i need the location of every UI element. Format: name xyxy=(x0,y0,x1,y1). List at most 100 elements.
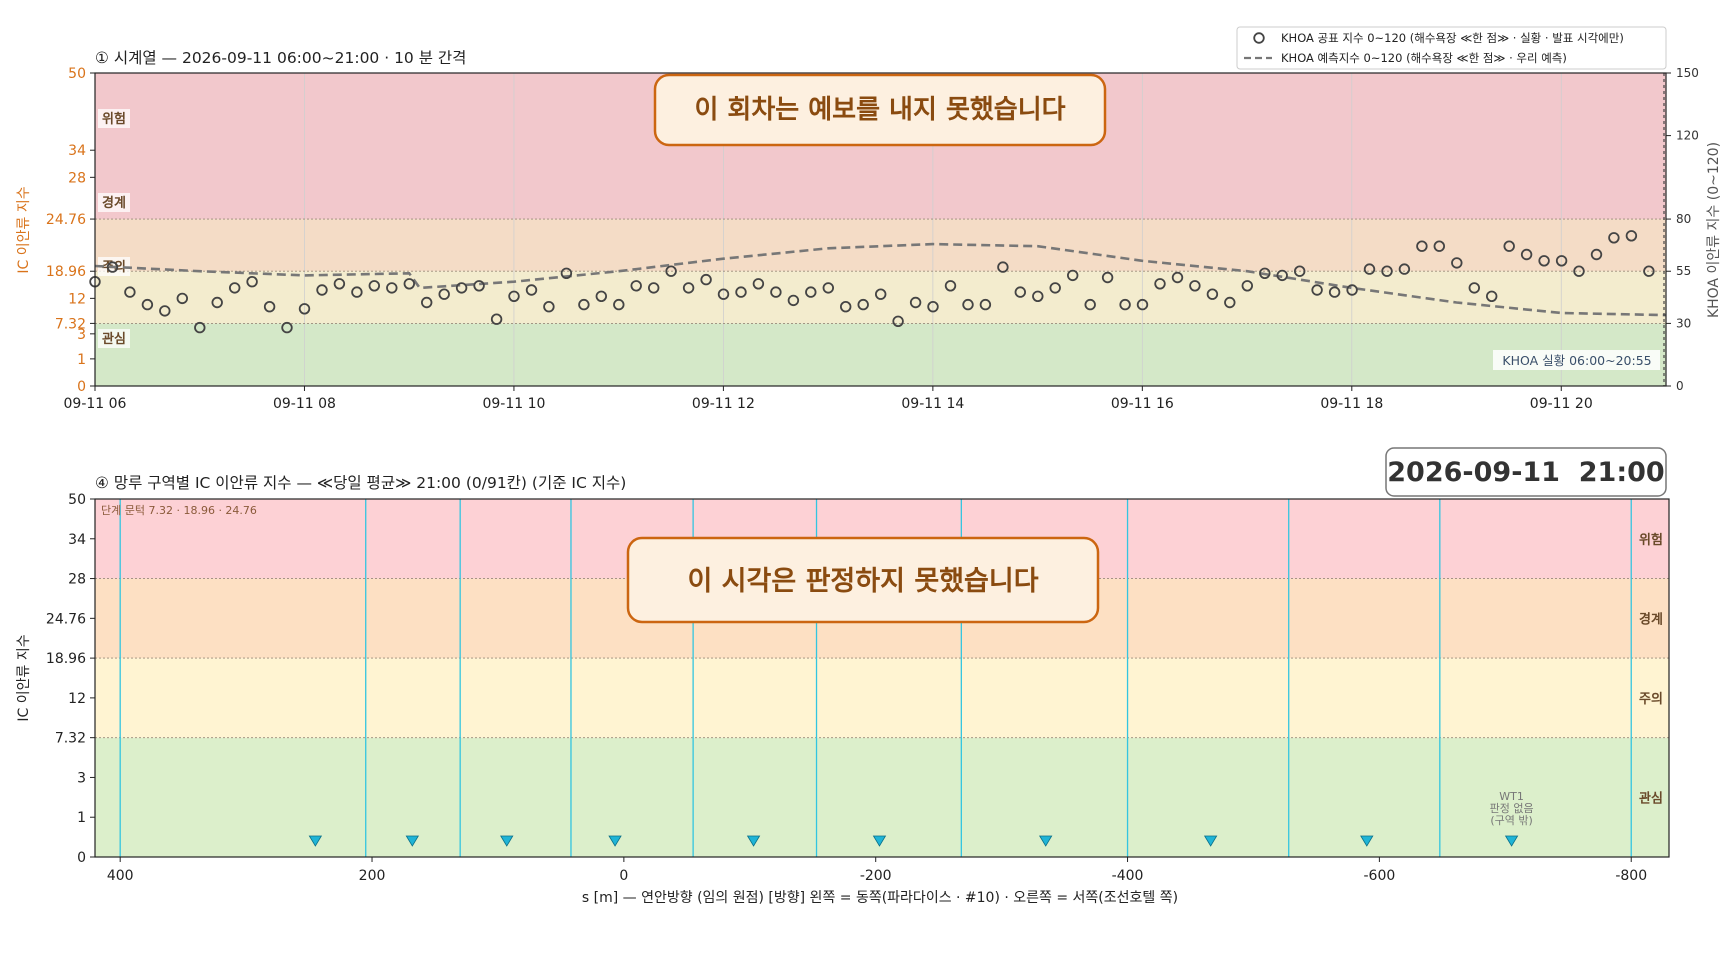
timestamp-box xyxy=(1385,447,1667,497)
observed-point xyxy=(682,282,695,294)
y-tick-label: 34 xyxy=(68,532,86,548)
y-tick-label: 7.32 xyxy=(55,731,86,747)
tower-marker xyxy=(608,835,622,847)
y-tick-label: 50 xyxy=(68,66,86,82)
observed-point xyxy=(211,296,223,309)
observed-point xyxy=(979,298,992,311)
band-주의 xyxy=(95,271,1666,324)
x-tick-label: 0 xyxy=(619,868,628,884)
plot-frame xyxy=(94,72,1667,387)
x-tick-label: -200 xyxy=(860,868,892,884)
y-tick-label: 50 xyxy=(68,492,86,508)
observed-point xyxy=(1136,298,1149,311)
y-tick-label: 12 xyxy=(68,291,86,307)
observed-point xyxy=(944,280,957,292)
observed-point xyxy=(909,296,922,309)
band-label-관심: 관심 xyxy=(102,331,126,347)
forecast-line xyxy=(94,242,1667,317)
observed-point xyxy=(875,288,887,300)
observed-point xyxy=(368,280,381,292)
x-tick-label: 200 xyxy=(359,868,386,884)
x-tick-label: 09-11 12 xyxy=(692,396,755,412)
observed-point xyxy=(1520,248,1533,261)
x-tick-label: 400 xyxy=(107,868,134,884)
x-axis: 400 200 0 -200 -400 -600 -800 xyxy=(107,857,1647,884)
band-label-위험: 위험 xyxy=(1639,532,1663,548)
panel-title: ④ 망루 구역별 IC 이안류 지수 — ≪당일 평균≫ 21:00 (0/91… xyxy=(95,474,626,492)
observed-point xyxy=(403,278,416,290)
observed-point xyxy=(1468,282,1481,294)
y-tick-label: 1 xyxy=(77,810,86,826)
observed-point xyxy=(473,280,485,292)
observed-point xyxy=(1032,290,1044,303)
x-tick-label: 09-11 14 xyxy=(901,396,964,412)
observed-point xyxy=(1224,296,1236,309)
tower-marker xyxy=(1504,835,1519,847)
forecast-series xyxy=(94,242,1667,317)
zone-boundaries xyxy=(119,499,1632,857)
observed-point xyxy=(1555,255,1568,267)
observed-point xyxy=(1171,271,1184,284)
observed-point xyxy=(543,301,555,313)
y-axis-label: IC 이안류 지수 xyxy=(16,186,32,273)
observed-point xyxy=(962,298,974,311)
tower-marker xyxy=(1203,835,1218,847)
no-judgement-banner: 이 시각은 판정하지 못했습니다 xyxy=(687,566,1038,597)
band-주의 xyxy=(95,658,1669,738)
observed-point xyxy=(1276,269,1288,282)
observed-point xyxy=(892,315,904,328)
y-tick-label: 28 xyxy=(68,170,86,186)
status-box xyxy=(1493,350,1660,370)
observed-point xyxy=(194,321,206,334)
timestamp: 2026-09-11 21:00 xyxy=(1387,457,1664,488)
observed-point xyxy=(1328,286,1341,298)
legend-box xyxy=(1236,26,1667,70)
y-tick-label: 24.76 xyxy=(46,611,86,627)
observed-point xyxy=(770,286,782,298)
band-label-주의: 주의 xyxy=(1639,691,1663,707)
observed-point xyxy=(665,265,677,277)
observed-point xyxy=(438,288,450,300)
y-axis-label: IC 이안류 지수 xyxy=(16,634,32,721)
x-tick-label: 09-11 18 xyxy=(1320,396,1383,412)
observed-point xyxy=(752,278,765,290)
x-tick-label: 09-11 06 xyxy=(64,396,127,412)
threshold-note: 단계 문턱 7.32 · 18.96 · 24.76 xyxy=(101,504,257,517)
legend: KHOA 공표 지수 0~120 (해수욕장 ≪한 점≫ · 실황 · 발표 시… xyxy=(1236,26,1667,70)
observed-point xyxy=(1066,269,1079,282)
observed-point xyxy=(1381,265,1393,277)
y2-tick-label: 150 xyxy=(1676,66,1699,80)
observed-point xyxy=(857,298,869,311)
observed-point xyxy=(246,276,258,288)
x-axis: 09-11 06 09-11 08 09-11 10 09-11 12 09-11 14… xyxy=(64,386,1593,412)
observed-point xyxy=(1259,267,1271,280)
observed-point xyxy=(1084,298,1096,311)
observed-point xyxy=(1573,265,1585,277)
observed-point xyxy=(840,301,852,313)
y-axis-right: 0 30 55 80 120 150 xyxy=(1666,66,1699,393)
legend-observed-marker xyxy=(1253,32,1265,44)
x-tick-label: 09-11 20 xyxy=(1530,396,1593,412)
y2-tick-label: 80 xyxy=(1676,212,1691,226)
observed-point xyxy=(106,261,119,273)
x-tick-label: 09-11 08 xyxy=(273,396,336,412)
observed-point xyxy=(700,273,712,286)
band-labels: 관심 주의 경계 위험 xyxy=(1639,532,1663,807)
observed-point xyxy=(1311,284,1323,296)
observed-point xyxy=(1154,278,1166,290)
observed-point xyxy=(1625,230,1638,242)
band-label-bg xyxy=(98,193,130,212)
band-관심 xyxy=(95,323,1666,386)
observed-point xyxy=(1014,286,1027,298)
tower-marker xyxy=(1360,835,1374,847)
y-tick-label: 24.76 xyxy=(46,212,86,228)
x-tick-label: -600 xyxy=(1363,868,1395,884)
observed-point xyxy=(717,288,730,300)
y-tick-label: 0 xyxy=(77,850,86,866)
observed-point xyxy=(455,282,468,294)
y-tick-label: 7.32 xyxy=(55,316,86,332)
y-tick-label: 18.96 xyxy=(46,264,86,280)
